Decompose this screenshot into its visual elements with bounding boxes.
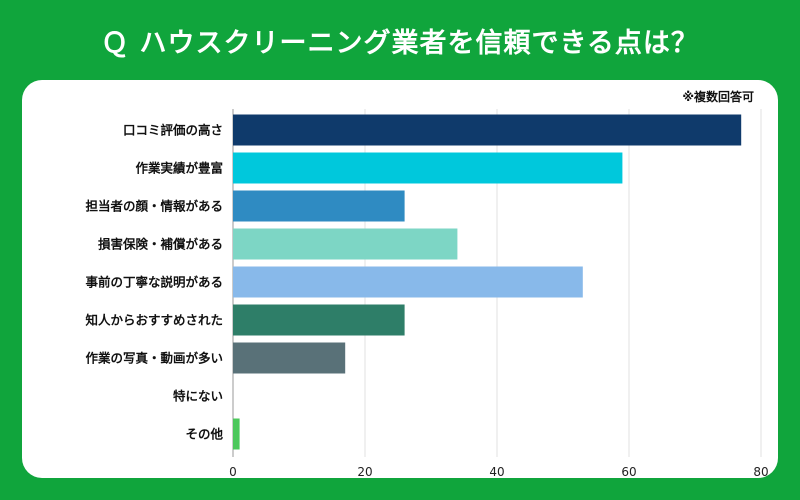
category-label-7: 作業の写真・動画が多い [85, 351, 223, 366]
x-tick-label-60: 60 [621, 465, 636, 478]
bar-9 [233, 418, 240, 450]
x-tick-label-20: 20 [357, 465, 372, 478]
category-label-2: 作業実績が豊富 [135, 161, 223, 176]
category-label-5: 事前の丁寧な説明がある [85, 275, 223, 290]
bar-4 [233, 228, 458, 260]
x-tick-label-80: 80 [753, 465, 768, 478]
bar-6 [233, 304, 405, 336]
multiple-answer-note: ※複数回答可 [682, 90, 754, 104]
category-label-3: 担当者の顔・情報がある [85, 199, 223, 214]
bar-chart: 0 20 40 60 80 口コミ評価の高さ作業実績が豊富担当者の顔・情報がある損害保険・… [84, 109, 769, 478]
chart-panel: ※複数回答可 0 20 40 60 80 口コミ評価の高さ作業実績が豊富担当者の顔・情報が… [22, 80, 778, 478]
page-title: Ｑ ハウスクリーニング業者を信頼できる点は？ [101, 27, 699, 59]
bar-1 [233, 114, 742, 146]
bar-2 [233, 152, 623, 184]
bar-7 [233, 342, 346, 374]
x-tick-label-0: 0 [229, 465, 237, 478]
category-label-8: 特にない [173, 389, 223, 404]
bar-5 [233, 266, 583, 298]
x-tick-label-40: 40 [489, 465, 504, 478]
category-label-4: 損害保険・補償がある [98, 237, 223, 252]
category-label-1: 口コミ評価の高さ [123, 123, 223, 138]
bar-3 [233, 190, 405, 222]
category-label-9: その他 [185, 427, 223, 442]
category-label-6: 知人からおすすめされた [84, 313, 223, 328]
